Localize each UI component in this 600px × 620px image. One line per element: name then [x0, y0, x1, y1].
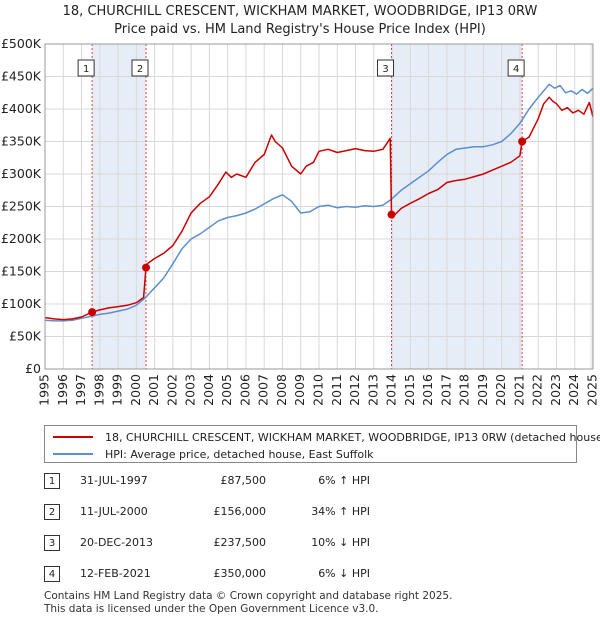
- y-tick-label: £400K: [1, 101, 42, 116]
- x-tick-label: 1998: [91, 374, 106, 406]
- y-tick-label: £0: [25, 361, 41, 376]
- footer-line: This data is licensed under the Open Gov…: [44, 603, 379, 615]
- transaction-price: £87,500: [220, 474, 267, 487]
- y-tick-label: £500K: [1, 36, 42, 51]
- chart-title: 18, CHURCHILL CRESCENT, WICKHAM MARKET, …: [63, 4, 538, 19]
- y-tick-label: £200K: [1, 231, 42, 246]
- sale-point: [142, 263, 151, 272]
- transaction-number: 4: [44, 566, 60, 582]
- transaction-number: 1: [44, 473, 60, 489]
- transaction-row: 3 20-DEC-2013 £237,500 10% ↓ HPI: [0, 530, 600, 558]
- x-tick-label: 2016: [420, 374, 435, 406]
- transaction-date: 31-JUL-1997: [80, 474, 148, 487]
- transaction-row: 4 12-FEB-2021 £350,000 6% ↓ HPI: [0, 561, 600, 589]
- x-tick-label: 2019: [475, 374, 490, 406]
- y-tick-label: £50K: [9, 329, 42, 344]
- sale-point: [387, 210, 396, 219]
- transaction-date: 11-JUL-2000: [80, 505, 148, 518]
- transaction-row: 1 31-JUL-1997 £87,500 6% ↑ HPI: [0, 468, 600, 496]
- x-tick-label: 2012: [347, 374, 362, 406]
- chart-subtitle: Price paid vs. HM Land Registry's House …: [114, 22, 486, 37]
- sale-number-box: [377, 59, 395, 77]
- transaction-price: £237,500: [213, 536, 267, 549]
- y-tick-label: £150K: [1, 264, 42, 279]
- x-tick-label: 2023: [548, 374, 563, 406]
- y-tick-label: £450K: [1, 69, 42, 84]
- sale-point: [88, 308, 97, 317]
- x-tick-label: 2000: [128, 374, 143, 406]
- x-tick-label: 2009: [292, 374, 307, 406]
- legend-line-property: [53, 436, 93, 438]
- x-tick-label: 2015: [402, 374, 417, 406]
- transaction-price: £350,000: [213, 567, 267, 580]
- transaction-hpi-diff: 34% ↑ HPI: [311, 505, 370, 518]
- hpi-line: [44, 83, 594, 322]
- x-tick-label: 2008: [274, 374, 289, 406]
- legend-line-hpi: [53, 453, 93, 455]
- x-tick-label: 1995: [37, 374, 52, 406]
- x-tick-label: 1999: [110, 374, 125, 406]
- x-tick-label: 2006: [237, 374, 252, 406]
- legend: 18, CHURCHILL CRESCENT, WICKHAM MARKET, …: [44, 425, 600, 463]
- transactions-table: 1 31-JUL-1997 £87,500 6% ↑ HPI 2 11-JUL-…: [0, 468, 600, 588]
- x-tick-label: 1996: [55, 374, 70, 406]
- x-tick-label: 2021: [511, 374, 526, 406]
- sale-number-label: 3: [382, 64, 388, 75]
- transaction-date: 20-DEC-2013: [80, 536, 154, 549]
- x-tick-label: 2018: [457, 374, 472, 406]
- footer-attribution: Contains HM Land Registry data © Crown c…: [44, 590, 452, 616]
- x-tick-label: 2014: [384, 374, 399, 406]
- x-tick-label: 2020: [493, 374, 508, 406]
- y-tick-label: £350K: [1, 134, 42, 149]
- x-tick-label: 2002: [164, 374, 179, 406]
- transaction-hpi-diff: 6% ↑ HPI: [318, 474, 370, 487]
- y-tick-label: £250K: [1, 199, 42, 214]
- y-tick-label: £100K: [1, 296, 42, 311]
- x-tick-label: 2022: [530, 374, 545, 406]
- transaction-row: 2 11-JUL-2000 £156,000 34% ↑ HPI: [0, 499, 600, 527]
- plot-frame: [44, 43, 594, 370]
- sale-number-box: [77, 59, 95, 77]
- transaction-price: £156,000: [213, 505, 267, 518]
- x-tick-label: 2017: [438, 374, 453, 406]
- y-tick-label: £300K: [1, 166, 42, 181]
- footer-line: Contains HM Land Registry data © Crown c…: [44, 590, 453, 602]
- x-tick-label: 2010: [311, 374, 326, 406]
- legend-label-property: 18, CHURCHILL CRESCENT, WICKHAM MARKET, …: [105, 430, 600, 444]
- sale-number-label: 1: [83, 64, 89, 75]
- legend-item-hpi: HPI: Average price, detached house, East…: [53, 446, 374, 462]
- price-chart: 18, CHURCHILL CRESCENT, WICKHAM MARKET, …: [1, 4, 600, 406]
- transaction-number: 3: [44, 535, 60, 551]
- transaction-date: 12-FEB-2021: [80, 567, 151, 580]
- sale-number-box: [131, 59, 149, 77]
- x-tick-label: 2003: [183, 374, 198, 406]
- transaction-hpi-diff: 10% ↓ HPI: [311, 536, 370, 549]
- transaction-hpi-diff: 6% ↓ HPI: [318, 567, 370, 580]
- sale-number-label: 2: [137, 64, 143, 75]
- x-tick-label: 2004: [201, 374, 216, 406]
- x-tick-label: 2005: [219, 374, 234, 406]
- legend-item-property: 18, CHURCHILL CRESCENT, WICKHAM MARKET, …: [53, 429, 600, 445]
- x-tick-label: 2025: [585, 374, 600, 406]
- x-tick-label: 2024: [566, 374, 581, 406]
- transaction-number: 2: [44, 504, 60, 520]
- x-tick-label: 2011: [329, 374, 344, 406]
- x-tick-label: 1997: [73, 374, 88, 406]
- sale-number-label: 4: [513, 64, 519, 75]
- sale-point: [518, 137, 527, 146]
- x-tick-label: 2007: [256, 374, 271, 406]
- sale-number-box: [507, 59, 525, 77]
- x-tick-label: 2013: [365, 374, 380, 406]
- x-tick-label: 2001: [146, 374, 161, 406]
- legend-label-hpi: HPI: Average price, detached house, East…: [105, 447, 374, 461]
